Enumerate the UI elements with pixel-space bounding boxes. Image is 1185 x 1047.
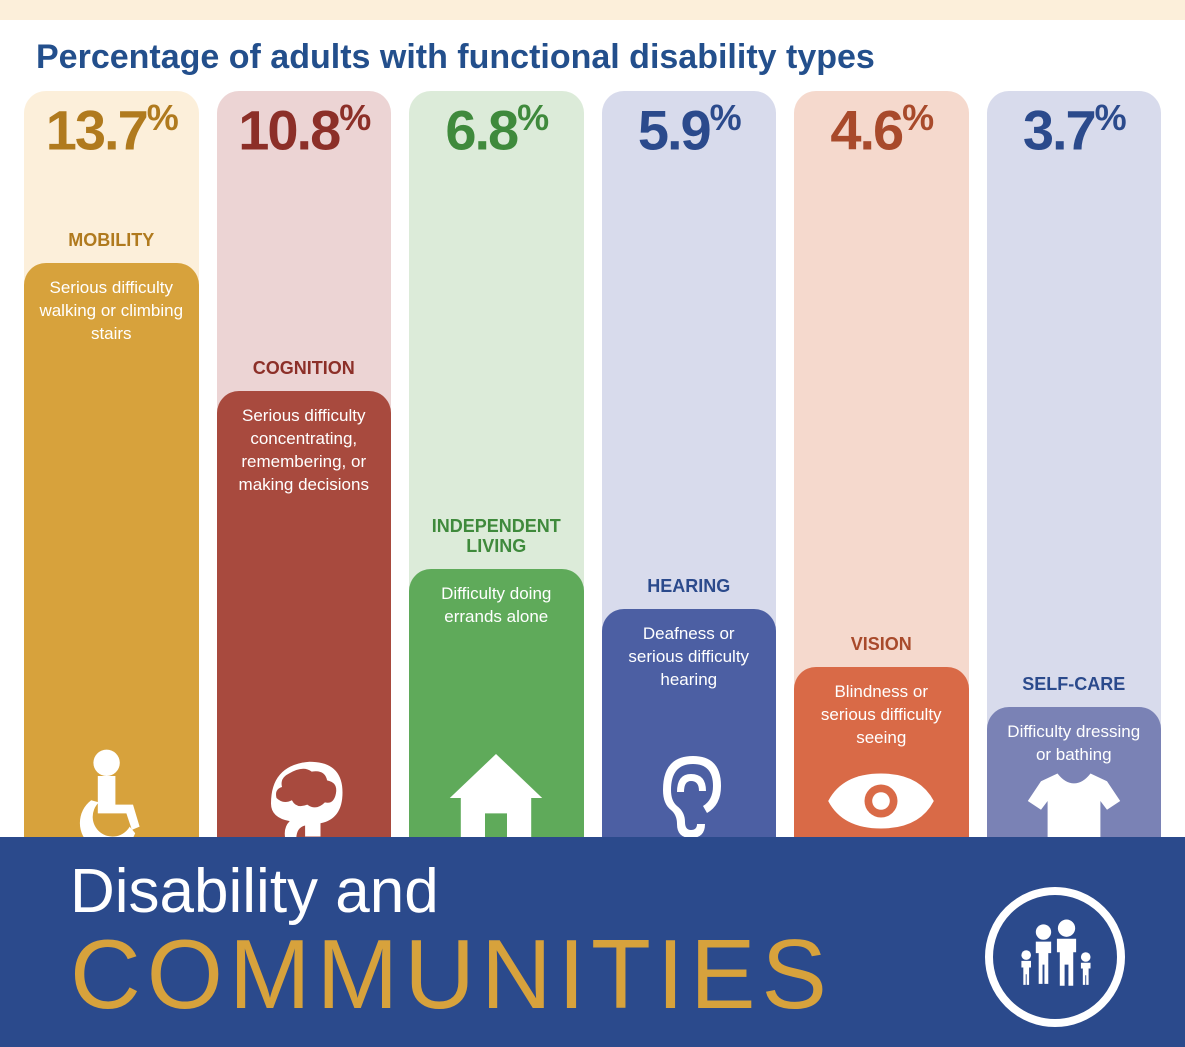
category-label: COGNITION [247, 358, 361, 379]
category-label: SELF-CARE [1016, 674, 1131, 695]
label-zone: SELF-CARE [987, 163, 1162, 707]
bar-fill: Deafness or serious difficulty hearing [602, 609, 777, 871]
percent-value: 13.7% [46, 97, 177, 163]
bar-fill: Difficulty doing errands alone [409, 569, 584, 871]
bar-column-vision: 4.6% VISION Blindness or serious difficult… [794, 91, 969, 871]
category-label: MOBILITY [62, 230, 160, 251]
description: Deafness or serious difficulty hearing [614, 623, 765, 692]
top-band [0, 0, 1185, 20]
bar-column-hearing: 5.9% HEARING Deafness or serious difficult… [602, 91, 777, 871]
bar-column-mobility: 13.7% MOBILITY Serious difficulty walking … [24, 91, 199, 871]
label-zone: MOBILITY [24, 163, 199, 263]
bar-column-cognition: 10.8% COGNITION Serious difficulty concent… [217, 91, 392, 871]
category-label: HEARING [641, 576, 736, 597]
page-title: Percentage of adults with functional dis… [0, 20, 1185, 91]
category-label: INDEPENDENT LIVING [409, 516, 584, 557]
bar-column-independent-living: 6.8% INDEPENDENT LIVING Difficulty doing e… [409, 91, 584, 871]
bar-chart: 13.7% MOBILITY Serious difficulty walking … [0, 91, 1185, 871]
percent-value: 10.8% [238, 97, 369, 163]
description: Difficulty doing errands alone [421, 583, 572, 629]
bar-fill: Serious difficulty walking or climbing s… [24, 263, 199, 871]
percent-value: 3.7% [1023, 97, 1125, 163]
percent-value: 5.9% [638, 97, 740, 163]
family-badge-icon [985, 887, 1125, 1027]
label-zone: COGNITION [217, 163, 392, 391]
bar-column-self-care: 3.7% SELF-CARE Difficulty dressing or bath… [987, 91, 1162, 871]
footer-line2: COMMUNITIES [70, 919, 833, 1029]
footer-banner: Disability and COMMUNITIES [0, 837, 1185, 1047]
percent-value: 6.8% [445, 97, 547, 163]
description: Blindness or serious difficulty seeing [806, 681, 957, 750]
percent-value: 4.6% [830, 97, 932, 163]
label-zone: VISION [794, 163, 969, 667]
label-zone: HEARING [602, 163, 777, 609]
description: Difficulty dressing or bathing [999, 721, 1150, 767]
footer-text: Disability and COMMUNITIES [70, 861, 985, 1023]
footer-line1: Disability and [70, 861, 985, 923]
description: Serious difficulty walking or climbing s… [36, 277, 187, 346]
category-label: VISION [845, 634, 918, 655]
bar-fill: Serious difficulty concentrating, rememb… [217, 391, 392, 871]
label-zone: INDEPENDENT LIVING [409, 163, 584, 569]
description: Serious difficulty concentrating, rememb… [229, 405, 380, 497]
